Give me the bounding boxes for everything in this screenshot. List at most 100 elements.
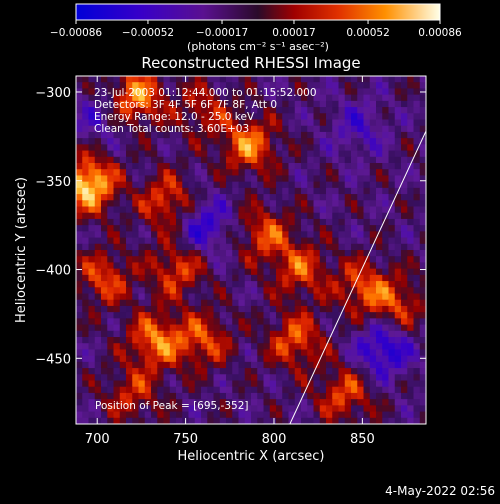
- heatmap-cell: [313, 337, 321, 344]
- heatmap-cell: [232, 200, 240, 208]
- y-tick-label: −400: [35, 264, 71, 279]
- colorbar-tick-label: −0.00086: [50, 27, 103, 39]
- heatmap-cell: [207, 88, 215, 96]
- heatmap-cell: [94, 262, 102, 270]
- heatmap-cell: [307, 218, 315, 226]
- heatmap-cell: [363, 119, 371, 127]
- heatmap-cell: [269, 368, 277, 375]
- heatmap-cell: [351, 337, 358, 344]
- heatmap-cell: [151, 94, 158, 102]
- heatmap-cell: [407, 82, 415, 90]
- heatmap-cell: [201, 293, 208, 301]
- heatmap-cell: [419, 181, 426, 189]
- heatmap-cell: [219, 281, 227, 288]
- heatmap-cell: [394, 361, 402, 369]
- heatmap-cell: [332, 293, 340, 301]
- heatmap-cell: [101, 337, 108, 344]
- heatmap-cell: [238, 262, 246, 270]
- heatmap-cell: [238, 131, 246, 139]
- heatmap-cell: [332, 349, 340, 357]
- heatmap-cell: [388, 293, 396, 301]
- heatmap-cell: [176, 175, 183, 183]
- heatmap-cell: [238, 113, 246, 121]
- heatmap-cell: [94, 305, 102, 313]
- heatmap-cell: [276, 131, 283, 139]
- heatmap-cell: [263, 225, 271, 232]
- heatmap-cell: [288, 374, 296, 382]
- heatmap-cell: [76, 368, 83, 375]
- heatmap-cell: [407, 293, 415, 301]
- heatmap-cell: [144, 243, 152, 251]
- heatmap-cell: [138, 194, 146, 201]
- heatmap-cell: [263, 355, 271, 363]
- heatmap-cell: [188, 125, 196, 133]
- heatmap-cell: [344, 237, 352, 245]
- heatmap-cell: [388, 218, 396, 226]
- heatmap-cell: [157, 131, 165, 139]
- heatmap-cell: [407, 392, 415, 400]
- heatmap-cell: [88, 163, 96, 170]
- heatmap-cell: [276, 250, 283, 257]
- heatmap-cell: [344, 100, 352, 108]
- heatmap-cell: [207, 194, 215, 201]
- heatmap-cell: [301, 88, 308, 96]
- heatmap-cell: [369, 368, 377, 375]
- heatmap-cell: [276, 355, 283, 363]
- heatmap-cell: [394, 399, 402, 406]
- heatmap-cell: [369, 94, 377, 102]
- heatmap-cell: [76, 194, 83, 201]
- heatmap-cell: [194, 250, 202, 257]
- heatmap-cell: [188, 144, 196, 152]
- heatmap-cell: [288, 312, 296, 319]
- heatmap-cell: [144, 386, 152, 394]
- heatmap-cell: [219, 374, 227, 382]
- heatmap-cell: [313, 305, 321, 313]
- heatmap-cell: [251, 318, 258, 326]
- heatmap-cell: [357, 113, 365, 121]
- heatmap-cell: [138, 212, 146, 220]
- heatmap-cell: [257, 318, 265, 326]
- heatmap-cell: [351, 76, 358, 83]
- heatmap-cell: [182, 299, 190, 307]
- heatmap-cell: [176, 88, 183, 96]
- heatmap-cell: [88, 107, 96, 114]
- heatmap-cell: [132, 380, 140, 388]
- heatmap-cell: [163, 293, 171, 301]
- heatmap-cell: [269, 374, 277, 382]
- heatmap-cell: [126, 144, 133, 152]
- heatmap-cell: [101, 349, 108, 357]
- heatmap-cell: [232, 175, 240, 183]
- heatmap-cell: [194, 411, 202, 419]
- heatmap-cell: [94, 386, 102, 394]
- heatmap-cell: [257, 231, 265, 239]
- heatmap-cell: [238, 200, 246, 208]
- heatmap-cell: [313, 368, 321, 375]
- heatmap-cell: [226, 125, 233, 133]
- heatmap-cell: [113, 206, 121, 214]
- heatmap-cell: [188, 194, 196, 201]
- heatmap-cell: [301, 181, 308, 189]
- heatmap-cell: [182, 380, 190, 388]
- heatmap-cell: [351, 194, 358, 201]
- heatmap-cell: [213, 100, 221, 108]
- heatmap-cell: [176, 392, 183, 400]
- heatmap-cell: [388, 107, 396, 114]
- heatmap-cell: [276, 411, 283, 419]
- heatmap-cell: [351, 330, 358, 338]
- heatmap-cell: [332, 299, 340, 307]
- heatmap-cell: [113, 312, 121, 319]
- heatmap-cell: [263, 144, 271, 152]
- heatmap-cell: [176, 76, 183, 83]
- heatmap-cell: [119, 250, 127, 257]
- heatmap-cell: [157, 274, 165, 282]
- heatmap-cell: [126, 225, 133, 232]
- heatmap-cell: [257, 194, 265, 201]
- heatmap-cell: [219, 206, 227, 214]
- heatmap-cell: [332, 268, 340, 276]
- heatmap-cell: [382, 82, 390, 90]
- heatmap-cell: [238, 312, 246, 319]
- heatmap-cell: [194, 163, 202, 170]
- heatmap-cell: [107, 355, 115, 363]
- heatmap-cell: [263, 175, 271, 183]
- heatmap-cell: [113, 175, 121, 183]
